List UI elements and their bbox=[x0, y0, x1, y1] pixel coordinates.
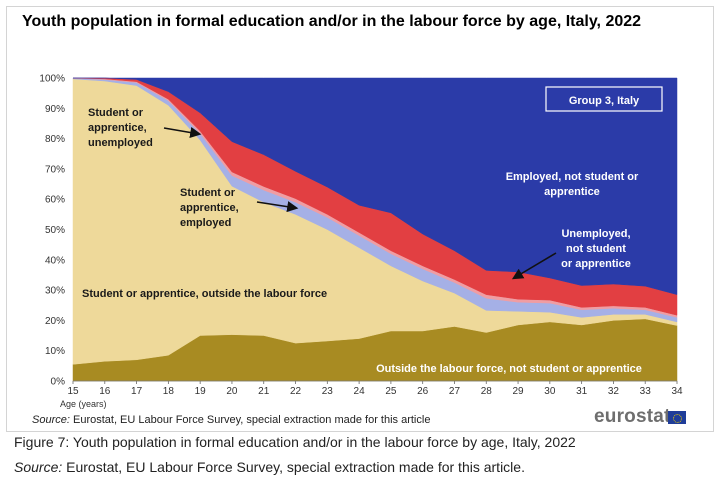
y-tick-label: 50% bbox=[45, 225, 65, 236]
x-tick-label: 31 bbox=[576, 386, 588, 397]
annotation-label: Student or apprentice, employed bbox=[180, 187, 239, 229]
chart-source-label: Source: bbox=[32, 414, 70, 426]
x-tick-label: 25 bbox=[385, 386, 397, 397]
x-tick-label: 17 bbox=[131, 386, 143, 397]
x-axis: 15 16 17 18 19 20 21 22 23 24 25 26 27 28 29 30 31 32 33 34 bbox=[67, 380, 683, 397]
annotation-label: Employed, not student or apprentice bbox=[506, 171, 639, 198]
y-tick-label: 10% bbox=[45, 346, 65, 357]
legend-box: Group 3, Italy bbox=[545, 86, 663, 112]
y-tick-label: 70% bbox=[45, 164, 65, 175]
x-tick-label: 22 bbox=[290, 386, 302, 397]
x-tick-label: 29 bbox=[512, 386, 524, 397]
figure-caption: Figure 7: Youth population in formal edu… bbox=[14, 434, 576, 450]
x-tick-label: 20 bbox=[226, 386, 238, 397]
annotation-label: Student or apprentice, unemployed bbox=[88, 107, 153, 149]
chart-title: Youth population in formal education and… bbox=[22, 13, 642, 30]
x-tick-label: 27 bbox=[449, 386, 461, 397]
area-chart: 0% 10% 20% 30% 40% 50% 60% 70% 80% 90% 100% 15 16 17… bbox=[39, 74, 683, 410]
chart-source-text: Eurostat, EU Labour Force Survey, specia… bbox=[72, 414, 431, 426]
y-tick-label: 60% bbox=[45, 195, 65, 206]
annotation-arrows bbox=[163, 126, 557, 280]
x-tick-label: 16 bbox=[99, 386, 111, 397]
annotation-label: Student or apprentice, outside the labou… bbox=[82, 288, 327, 300]
figure-source-label: Source: bbox=[14, 459, 63, 475]
x-axis-title: Age (years) bbox=[60, 399, 107, 409]
x-tick-label: 15 bbox=[67, 386, 79, 397]
x-tick-label: 18 bbox=[163, 386, 175, 397]
y-tick-label: 100% bbox=[39, 74, 65, 85]
y-tick-label: 0% bbox=[51, 377, 66, 388]
y-axis: 0% 10% 20% 30% 40% 50% 60% 70% 80% 90% 100% bbox=[39, 74, 65, 388]
chart-annotations: Student or apprentice, unemployed Student o… bbox=[82, 107, 642, 375]
x-tick-label: 19 bbox=[195, 386, 207, 397]
y-tick-label: 20% bbox=[45, 316, 65, 327]
annotation-label: Outside the labour force, not student or… bbox=[376, 363, 642, 375]
annotation-arrow bbox=[163, 126, 202, 139]
annotation-arrow bbox=[511, 252, 557, 280]
area-series-5 bbox=[73, 77, 678, 295]
legend-box-label: Group 3, Italy bbox=[569, 95, 640, 107]
x-tick-label: 24 bbox=[354, 386, 366, 397]
x-tick-label: 28 bbox=[481, 386, 493, 397]
x-tick-label: 34 bbox=[671, 386, 683, 397]
eu-flag-icon bbox=[668, 411, 686, 424]
figure-source: Source: Eurostat, EU Labour Force Survey… bbox=[14, 459, 525, 475]
annotation-arrow bbox=[256, 201, 299, 213]
annotation-label: Unemployed, not student or apprentice bbox=[561, 228, 631, 270]
x-tick-label: 33 bbox=[640, 386, 652, 397]
y-tick-label: 80% bbox=[45, 134, 65, 145]
eurostat-logo: eurostat bbox=[594, 406, 671, 427]
x-tick-label: 21 bbox=[258, 386, 270, 397]
x-tick-label: 32 bbox=[608, 386, 620, 397]
y-tick-label: 40% bbox=[45, 255, 65, 266]
x-tick-label: 26 bbox=[417, 386, 429, 397]
x-tick-label: 30 bbox=[544, 386, 556, 397]
chart-areas bbox=[72, 77, 678, 382]
chart-source: Source: Eurostat, EU Labour Force Survey… bbox=[32, 414, 430, 426]
y-tick-label: 90% bbox=[45, 104, 65, 115]
y-tick-label: 30% bbox=[45, 286, 65, 297]
x-tick-label: 23 bbox=[322, 386, 334, 397]
figure-source-text: Eurostat, EU Labour Force Survey, specia… bbox=[66, 459, 525, 475]
